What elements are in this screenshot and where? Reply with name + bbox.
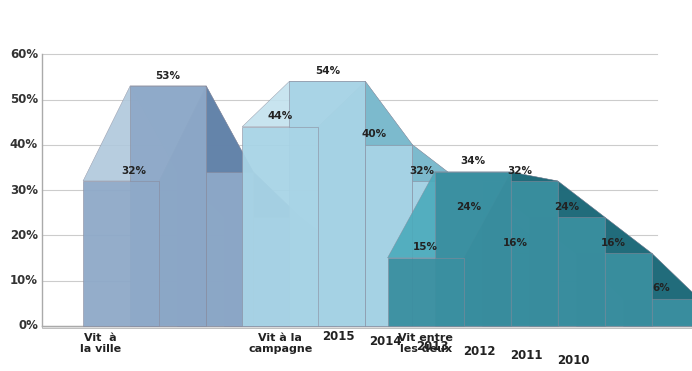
Text: Vit à la
campagne: Vit à la campagne: [248, 332, 312, 354]
Text: 44%: 44%: [268, 111, 293, 121]
Polygon shape: [482, 181, 558, 326]
Polygon shape: [177, 172, 300, 217]
Polygon shape: [365, 82, 412, 326]
Text: 32%: 32%: [507, 165, 532, 175]
Polygon shape: [435, 172, 511, 326]
Polygon shape: [224, 217, 347, 253]
Polygon shape: [412, 145, 459, 326]
Polygon shape: [576, 253, 692, 299]
Polygon shape: [177, 172, 253, 326]
Polygon shape: [482, 181, 605, 217]
Polygon shape: [42, 326, 692, 328]
Polygon shape: [511, 172, 558, 326]
Polygon shape: [464, 172, 511, 326]
Polygon shape: [336, 145, 459, 181]
Text: 10%: 10%: [10, 274, 38, 287]
Polygon shape: [652, 253, 692, 326]
Text: 32%: 32%: [409, 165, 434, 175]
Polygon shape: [83, 86, 206, 181]
Polygon shape: [271, 253, 347, 326]
Text: 53%: 53%: [156, 70, 181, 81]
Text: 34%: 34%: [460, 157, 485, 167]
Text: 15%: 15%: [413, 243, 438, 252]
Text: 32%: 32%: [121, 165, 146, 175]
Text: 2011: 2011: [510, 349, 543, 362]
Text: 50%: 50%: [10, 93, 38, 106]
Text: Vit entre
les deux: Vit entre les deux: [398, 332, 453, 354]
Polygon shape: [289, 82, 412, 145]
Text: 2010: 2010: [557, 354, 590, 367]
Polygon shape: [347, 253, 394, 326]
Text: 30%: 30%: [10, 184, 38, 197]
Polygon shape: [318, 82, 365, 326]
Polygon shape: [206, 86, 253, 326]
Polygon shape: [529, 217, 652, 253]
Polygon shape: [576, 253, 652, 326]
Polygon shape: [605, 217, 652, 326]
Polygon shape: [224, 217, 300, 326]
Polygon shape: [83, 181, 159, 326]
Text: 0%: 0%: [18, 319, 38, 332]
Polygon shape: [253, 172, 300, 326]
Polygon shape: [430, 217, 554, 253]
Polygon shape: [242, 127, 318, 326]
Polygon shape: [242, 82, 365, 127]
Polygon shape: [477, 253, 554, 326]
Text: 40%: 40%: [10, 138, 38, 151]
Polygon shape: [529, 217, 605, 326]
Text: 40%: 40%: [362, 129, 387, 139]
Polygon shape: [130, 86, 253, 172]
Text: 24%: 24%: [554, 202, 579, 212]
Text: Vit  à
la ville: Vit à la ville: [80, 332, 121, 354]
Polygon shape: [271, 253, 394, 299]
Text: 16%: 16%: [503, 238, 528, 248]
Polygon shape: [435, 172, 558, 181]
Text: 16%: 16%: [601, 238, 626, 248]
Polygon shape: [130, 86, 206, 326]
Polygon shape: [623, 299, 692, 326]
Text: 60%: 60%: [10, 48, 38, 61]
Polygon shape: [300, 217, 347, 326]
Polygon shape: [558, 181, 605, 326]
Polygon shape: [507, 217, 554, 326]
Polygon shape: [336, 145, 412, 326]
Text: 2015: 2015: [322, 330, 354, 343]
Text: 20%: 20%: [10, 229, 38, 242]
Text: 2014: 2014: [369, 335, 401, 348]
Polygon shape: [459, 181, 507, 326]
Polygon shape: [159, 86, 206, 326]
Polygon shape: [383, 181, 459, 326]
Polygon shape: [318, 299, 394, 326]
Polygon shape: [388, 172, 511, 258]
Polygon shape: [383, 181, 507, 217]
Text: 24%: 24%: [456, 202, 481, 212]
Text: 2012: 2012: [463, 345, 495, 358]
Text: 2013: 2013: [416, 340, 448, 353]
Polygon shape: [289, 82, 365, 326]
Polygon shape: [430, 217, 507, 326]
Text: 6%: 6%: [652, 283, 670, 293]
Polygon shape: [388, 258, 464, 326]
Text: 54%: 54%: [315, 66, 340, 76]
